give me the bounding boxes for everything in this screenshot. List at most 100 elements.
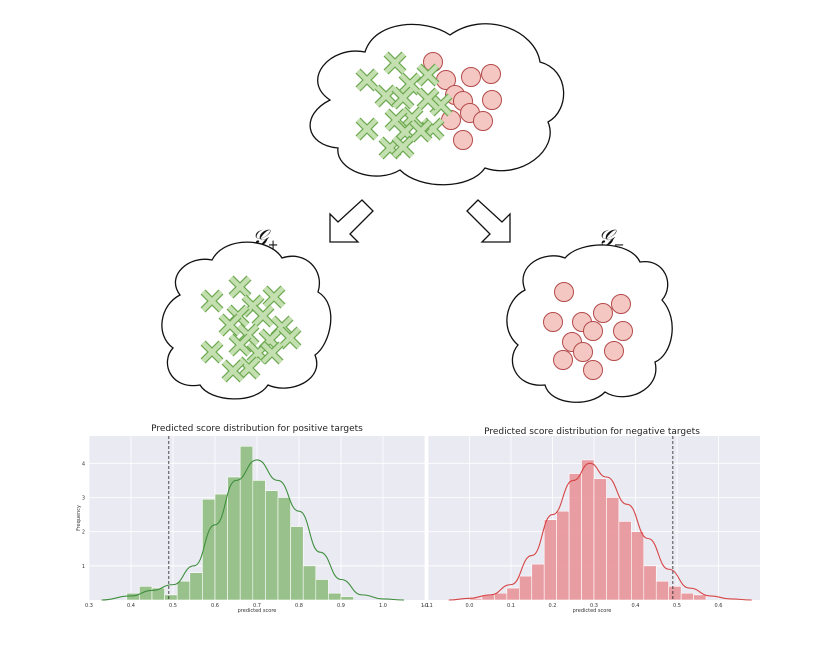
histogram-bar: [606, 497, 620, 601]
x-tick-label: 0.0: [466, 603, 474, 609]
histogram-bar: [315, 579, 329, 601]
negative-circle-icon: [593, 303, 613, 323]
histogram-bar: [214, 493, 228, 601]
histogram-bar: [302, 565, 317, 601]
histogram-bar: [176, 580, 191, 601]
y-tick-label: 3: [82, 496, 85, 502]
negative-circle-icon: [453, 130, 473, 150]
positive-cross-icon: [429, 93, 453, 117]
x-tick-label: 0.5: [169, 603, 177, 609]
histogram-bar: [151, 587, 165, 601]
mixed-population-cloud: [309, 23, 565, 186]
x-tick-label: 0.5: [673, 603, 681, 609]
histogram-bar: [506, 587, 520, 601]
negative-group-cloud: [506, 244, 673, 403]
positive-group-cloud: [161, 241, 332, 400]
x-tick-label: 1.0: [379, 603, 387, 609]
histogram-bar: [340, 596, 354, 601]
x-tick-label: 0.1: [507, 603, 515, 609]
histogram-bar: [277, 497, 291, 601]
positive-x-axis-label: predicted score: [238, 608, 277, 614]
positive-cross-icon: [416, 87, 440, 111]
y-tick-label: 1: [82, 564, 85, 570]
histogram-bar: [252, 480, 266, 601]
positive-cross-icon: [228, 275, 252, 299]
positive-score-chart: Predicted score distribution for positiv…: [76, 424, 429, 614]
kde-curve: [448, 462, 752, 601]
negative-circle-icon: [553, 350, 573, 370]
positive-crosses: [200, 275, 302, 383]
x-tick-label: 0.2: [549, 603, 557, 609]
positive-cross-icon: [391, 86, 415, 110]
histogram-bar: [655, 580, 669, 601]
negative-score-chart: Predicted score distribution for negativ…: [423, 427, 760, 614]
negative-circle-icon: [611, 294, 631, 314]
positive-cross-icon: [200, 340, 224, 364]
x-tick-label: 0.4: [127, 603, 135, 609]
positive-cross-icon: [278, 326, 302, 350]
histogram-bar: [518, 575, 533, 601]
positive-crosses-top: [355, 51, 453, 160]
split-arrow-left: [329, 199, 374, 243]
histogram-bar: [618, 521, 632, 601]
positive-cross-icon: [251, 304, 275, 328]
histogram-bar: [581, 459, 595, 601]
histogram-bar: [164, 594, 178, 601]
positive-cross-icon: [409, 119, 433, 143]
x-tick-label: 0.7: [253, 603, 261, 609]
negative-chart-title: Predicted score distribution for negativ…: [484, 427, 700, 437]
histogram-bar: [531, 563, 545, 601]
x-tick-label: 0.3: [85, 603, 93, 609]
negative-circle-icon: [482, 90, 502, 110]
negative-circle-icon: [543, 312, 563, 332]
x-tick-label: 0.4: [632, 603, 640, 609]
negative-circle-icon: [583, 360, 603, 380]
positive-y-axis-label: Frequency: [76, 505, 82, 531]
positive-cross-icon: [416, 63, 440, 87]
histogram-bar: [543, 519, 557, 601]
negative-circle-icon: [554, 282, 574, 302]
histogram-bar: [568, 473, 582, 601]
positive-cross-icon: [391, 135, 415, 159]
histogram-bar: [265, 490, 279, 601]
histogram-bar: [668, 586, 682, 601]
negative-circle-icon: [613, 321, 633, 341]
positive-cross-icon: [260, 341, 284, 365]
histogram-bar: [556, 510, 570, 601]
histogram-bar: [680, 592, 694, 601]
positive-chart-title: Predicted score distribution for positiv…: [151, 424, 363, 434]
negative-circle-icon: [461, 67, 481, 87]
negative-circle-icon: [441, 110, 461, 130]
negative-circles-top: [423, 52, 502, 150]
positive-cross-icon: [355, 68, 379, 92]
negative-circles: [543, 282, 633, 380]
positive-cross-icon: [228, 333, 252, 357]
histogram-bar: [593, 478, 607, 601]
histogram-bar: [693, 594, 707, 601]
histogram-bar: [631, 531, 645, 601]
x-tick-label: 0.8: [295, 603, 303, 609]
histogram-bar: [227, 476, 241, 601]
y-tick-label: 4: [82, 461, 85, 467]
histogram-bar: [328, 592, 342, 601]
positive-cross-icon: [262, 285, 286, 309]
x-tick-label: 0.6: [715, 603, 723, 609]
x-tick-label: -0.1: [423, 603, 433, 609]
x-tick-label: 0.6: [211, 603, 219, 609]
positive-cross-icon: [355, 117, 379, 141]
positive-cross-icon: [221, 359, 245, 383]
x-tick-label: 0.9: [337, 603, 345, 609]
negative-circle-icon: [604, 341, 624, 361]
histogram-bar: [290, 526, 304, 601]
positive-cross-icon: [383, 51, 407, 75]
histogram-bar: [202, 498, 216, 601]
split-arrow-right: [466, 199, 511, 243]
negative-x-axis-label: predicted score: [573, 608, 612, 614]
positive-cross-icon: [374, 84, 398, 108]
negative-circle-icon: [473, 111, 493, 131]
x-tick-label: 1.1: [421, 603, 429, 609]
histogram-bar: [494, 592, 508, 601]
negative-circle-icon: [583, 321, 603, 341]
histogram-bar: [126, 592, 140, 601]
